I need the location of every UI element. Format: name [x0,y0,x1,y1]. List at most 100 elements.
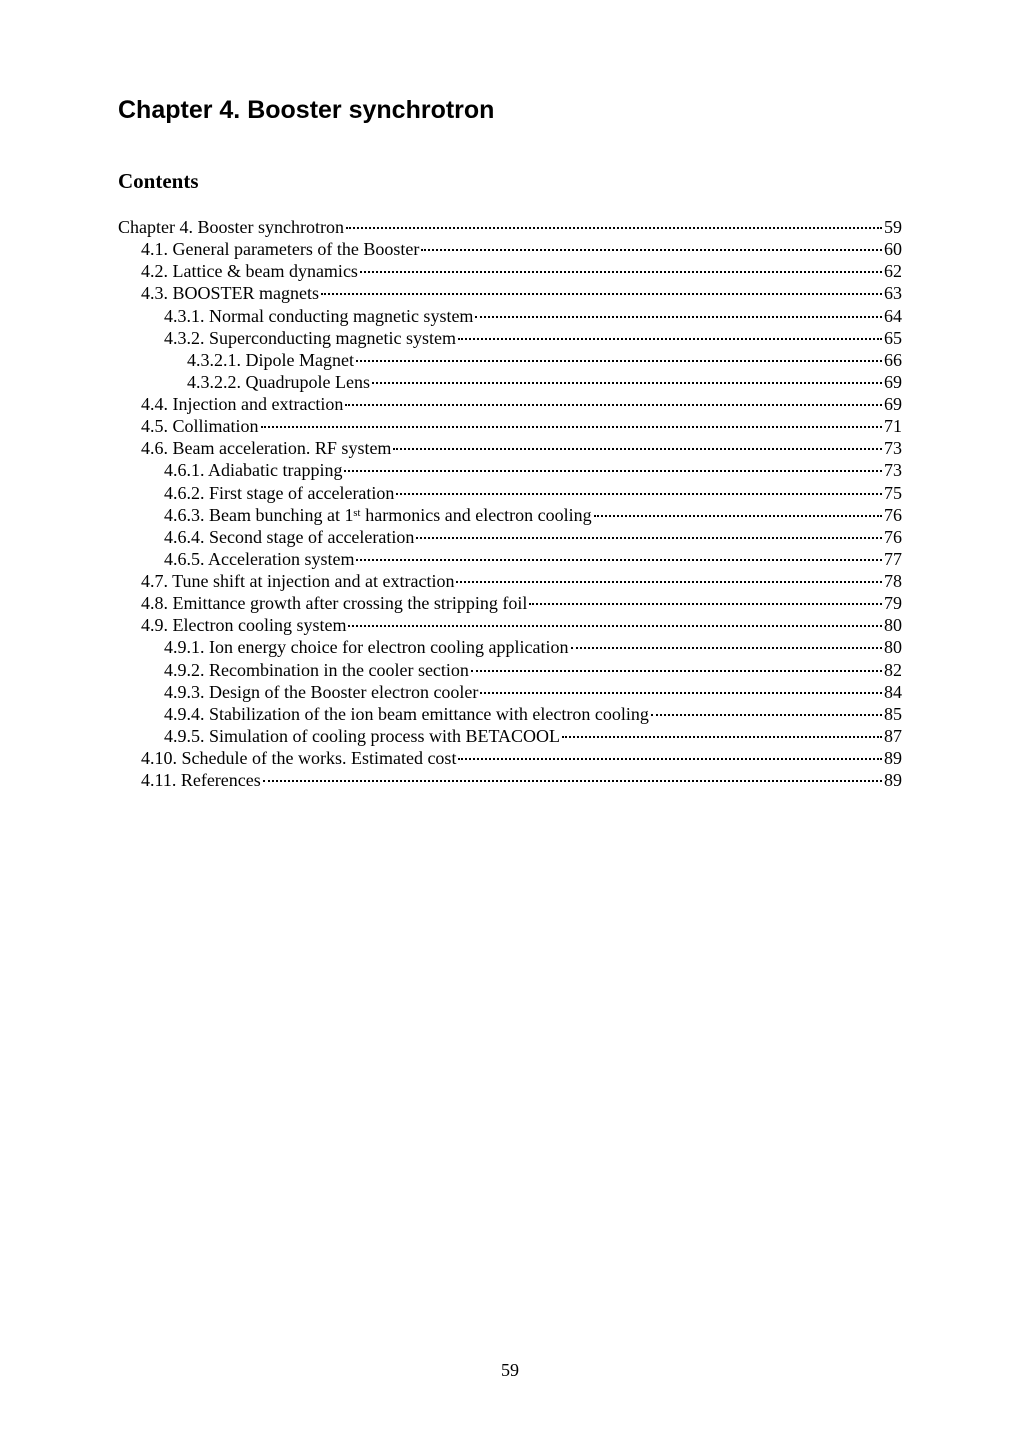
toc-entry: 4.6.2. First stage of acceleration 75 [118,482,902,504]
toc-entry-page: 89 [884,747,902,769]
toc-entry-page: 87 [884,725,902,747]
toc-entry-page: 63 [884,282,902,304]
toc-entry: 4.9. Electron cooling system 80 [118,614,902,636]
toc-entry-page: 59 [884,216,902,238]
toc-entry-title: 4.5. Collimation [141,415,259,437]
toc-entry-page: 80 [884,614,902,636]
toc-entry-page: 71 [884,415,902,437]
toc-entry-page: 84 [884,681,902,703]
toc-entry-title: 4.2. Lattice & beam dynamics [141,260,358,282]
toc-leader-dots [562,736,882,738]
toc-entry: 4.3. BOOSTER magnets 63 [118,282,902,304]
toc-entry-title: 4.8. Emittance growth after crossing the… [141,592,527,614]
toc-entry: 4.6.3. Beam bunching at 1ˢᵗ harmonics an… [118,504,902,526]
toc-entry-page: 80 [884,636,902,658]
toc-entry-title: 4.10. Schedule of the works. Estimated c… [141,747,456,769]
toc-leader-dots [416,537,882,539]
toc-entry-title: 4.3.2. Superconducting magnetic system [164,327,456,349]
toc-entry: 4.3.1. Normal conducting magnetic system… [118,305,902,327]
toc-entry: 4.7. Tune shift at injection and at extr… [118,570,902,592]
toc-entry-title: 4.3.1. Normal conducting magnetic system [164,305,473,327]
toc-entry: 4.11. References 89 [118,769,902,791]
toc-leader-dots [651,714,882,716]
toc-leader-dots [372,382,882,384]
toc-leader-dots [344,470,882,472]
toc-entry-page: 76 [884,504,902,526]
toc-entry-page: 69 [884,371,902,393]
toc-entry: 4.5. Collimation 71 [118,415,902,437]
toc-entry-page: 75 [884,482,902,504]
toc-leader-dots [475,316,882,318]
toc-entry-page: 65 [884,327,902,349]
toc-entry-title: 4.3.2.2. Quadrupole Lens [187,371,370,393]
toc-leader-dots [263,780,882,782]
toc-entry-title: 4.9.3. Design of the Booster electron co… [164,681,478,703]
toc-entry-title: 4.1. General parameters of the Booster [141,238,419,260]
toc-entry: 4.6.1. Adiabatic trapping 73 [118,459,902,481]
toc-entry-page: 77 [884,548,902,570]
toc-entry-page: 64 [884,305,902,327]
toc-entry: 4.10. Schedule of the works. Estimated c… [118,747,902,769]
toc-entry-title: 4.6.3. Beam bunching at 1ˢᵗ harmonics an… [164,504,592,526]
toc-entry-title: 4.9. Electron cooling system [141,614,346,636]
toc-entry: 4.9.1. Ion energy choice for electron co… [118,636,902,658]
toc-leader-dots [346,227,882,229]
toc-entry-page: 76 [884,526,902,548]
toc-entry-page: 69 [884,393,902,415]
toc-leader-dots [348,625,882,627]
chapter-title: Chapter 4. Booster synchrotron [118,96,902,125]
toc-entry-title: 4.7. Tune shift at injection and at extr… [141,570,454,592]
toc-leader-dots [529,603,882,605]
toc-entry-page: 73 [884,437,902,459]
toc-entry: 4.9.2. Recombination in the cooler secti… [118,659,902,681]
toc-leader-dots [458,758,882,760]
toc-entry-title: 4.4. Injection and extraction [141,393,343,415]
toc-entry-title: 4.6. Beam acceleration. RF system [141,437,391,459]
contents-heading: Contents [118,169,902,194]
toc-leader-dots [393,448,882,450]
toc-entry: Chapter 4. Booster synchrotron 59 [118,216,902,238]
toc-entry-title: 4.9.1. Ion energy choice for electron co… [164,636,569,658]
toc-leader-dots [396,493,882,495]
toc-entry-title: 4.3.2.1. Dipole Magnet [187,349,354,371]
toc-entry-page: 89 [884,769,902,791]
toc-leader-dots [360,271,882,273]
toc-entry: 4.4. Injection and extraction 69 [118,393,902,415]
toc-entry: 4.6.5. Acceleration system 77 [118,548,902,570]
toc-entry-title: 4.3. BOOSTER magnets [141,282,319,304]
toc-entry-title: 4.6.5. Acceleration system [164,548,354,570]
toc-entry-page: 66 [884,349,902,371]
toc-entry: 4.6. Beam acceleration. RF system 73 [118,437,902,459]
toc-leader-dots [345,404,882,406]
toc-leader-dots [356,360,882,362]
toc-leader-dots [356,559,882,561]
toc-entry-title: 4.6.1. Adiabatic trapping [164,459,342,481]
toc-entry: 4.8. Emittance growth after crossing the… [118,592,902,614]
toc-entry: 4.3.2.1. Dipole Magnet 66 [118,349,902,371]
toc-entry-title: 4.6.2. First stage of acceleration [164,482,394,504]
toc-leader-dots [594,515,882,517]
toc-leader-dots [321,293,882,295]
toc-leader-dots [480,692,882,694]
toc-entry-page: 85 [884,703,902,725]
toc-leader-dots [571,647,882,649]
toc-entry: 4.3.2. Superconducting magnetic system 65 [118,327,902,349]
toc-entry-page: 60 [884,238,902,260]
page-number: 59 [0,1360,1020,1381]
toc-entry: 4.9.3. Design of the Booster electron co… [118,681,902,703]
toc-leader-dots [421,249,882,251]
toc-leader-dots [261,426,882,428]
toc-entry-title: 4.11. References [141,769,261,791]
toc-entry: 4.1. General parameters of the Booster 60 [118,238,902,260]
toc-entry-page: 82 [884,659,902,681]
toc-entry: 4.6.4. Second stage of acceleration 76 [118,526,902,548]
toc-entry: 4.9.4. Stabilization of the ion beam emi… [118,703,902,725]
toc-entry: 4.9.5. Simulation of cooling process wit… [118,725,902,747]
toc-entry-title: 4.9.5. Simulation of cooling process wit… [164,725,560,747]
toc-entry-page: 73 [884,459,902,481]
toc-leader-dots [471,670,882,672]
toc-entry-title: Chapter 4. Booster synchrotron [118,216,344,238]
toc-entry-title: 4.6.4. Second stage of acceleration [164,526,414,548]
toc-entry-title: 4.9.2. Recombination in the cooler secti… [164,659,469,681]
toc-entry: 4.3.2.2. Quadrupole Lens 69 [118,371,902,393]
